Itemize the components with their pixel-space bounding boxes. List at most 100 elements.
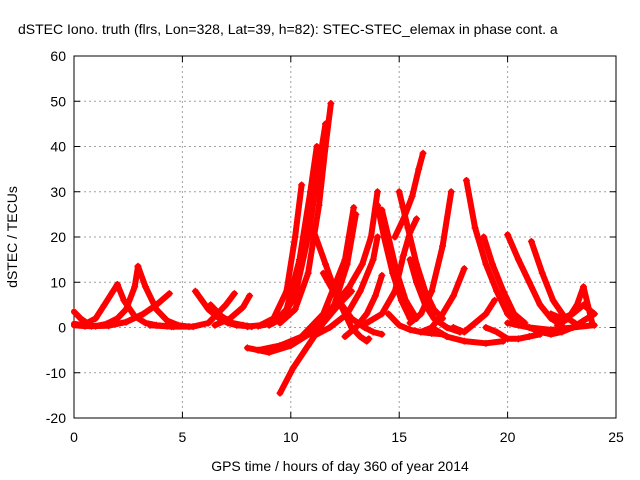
data-point-marker [447,188,455,196]
y-tick-label: 60 [50,48,66,64]
data-point-marker [547,310,555,318]
x-tick-label: 15 [391,429,407,445]
data-point-marker [243,344,251,352]
data-point-marker [87,322,95,330]
data-point-marker [365,335,373,343]
data-point-marker [482,324,490,331]
data-point-marker [504,310,512,318]
data-point-marker [142,319,150,327]
data-point-marker [443,333,451,341]
data-point-marker [265,321,273,329]
data-point-marker [222,301,230,309]
data-point-marker [319,269,327,277]
data-point-marker [547,326,555,334]
data-point-marker [131,283,139,291]
data-point-marker [230,290,238,298]
x-tick-label: 25 [608,429,624,445]
data-point-marker [480,233,488,241]
data-point-marker [73,308,78,316]
data-point-marker [254,322,262,330]
data-point-marker [395,321,403,329]
y-tick-label: 20 [50,229,66,245]
data-point-marker [122,305,130,313]
axis-ticks: 0 5 10 15 20 25 -20 -10 0 10 20 30 40 50 60 [46,48,624,445]
x-axis-label: GPS time / hours of day 360 of year 2014 [211,458,469,474]
data-point-marker [142,283,150,291]
data-point-marker [371,292,379,300]
data-point-marker [471,224,479,232]
data-point-marker [73,320,78,328]
data-point-marker [395,188,403,196]
data-point-marker [77,314,85,322]
data-point-marker [146,321,154,329]
series-arc41 [504,319,598,334]
data-point-marker [504,335,512,343]
data-point-marker [439,242,447,250]
data-point-marker [315,201,323,209]
data-point-marker [391,287,399,295]
series-arc40 [553,283,596,329]
data-point-marker [460,337,468,345]
y-tick-label: 10 [50,274,66,290]
series-arc21 [341,271,386,341]
data-point-marker [413,278,421,286]
data-point-marker [482,260,490,268]
data-point-marker [439,310,447,318]
data-point-marker [113,314,121,322]
data-point-marker [499,287,507,295]
data-point-marker [493,287,501,295]
data-point-marker [120,296,128,304]
data-point-marker [319,310,327,318]
data-point-marker [400,215,408,223]
data-point-marker [536,301,544,309]
data-point-marker [291,233,299,241]
data-point-marker [369,328,377,336]
data-point-marker [298,181,306,189]
series-arc19 [308,233,382,341]
data-point-marker [449,292,457,300]
data-point-marker [488,260,496,268]
data-point-marker [276,342,284,350]
chart-title: dSTEC Iono. truth (flrs, Lon=328, Lat=39… [18,21,558,37]
series-trace [504,231,565,329]
data-point-marker [525,333,533,341]
data-point-marker [510,310,518,318]
data-point-marker [345,283,353,291]
data-point-marker [321,143,329,150]
data-point-marker [211,321,219,329]
data-point-marker [491,296,499,304]
series-arc6 [146,290,238,331]
data-point-marker [289,364,297,372]
series-arc9 [211,292,254,329]
data-point-marker [406,319,414,327]
data-point-marker [428,324,436,331]
data-point-marker [504,231,512,239]
data-point-marker [204,319,212,327]
data-point-marker [361,324,369,331]
series-trace [309,234,381,340]
series-trace [255,204,357,354]
series-trace [211,292,253,329]
data-point-marker [217,312,225,320]
data-point-marker [291,305,299,313]
x-tick-label: 0 [70,429,78,445]
y-tick-label: 30 [50,184,66,200]
data-point-marker [419,149,427,157]
data-point-marker [321,260,329,268]
y-tick-label: -10 [46,365,66,381]
data-point-marker [246,292,254,300]
data-point-marker [406,256,414,264]
data-series [71,100,598,397]
data-point-marker [493,328,501,336]
data-point-marker [254,346,262,354]
data-point-marker [400,251,408,259]
data-point-marker [276,389,284,397]
data-point-marker [406,326,414,334]
data-point-marker [378,271,386,279]
data-point-marker [304,269,312,277]
data-point-marker [308,333,316,341]
data-point-marker [590,321,598,329]
data-point-marker [92,314,100,322]
series-trace [407,256,463,335]
